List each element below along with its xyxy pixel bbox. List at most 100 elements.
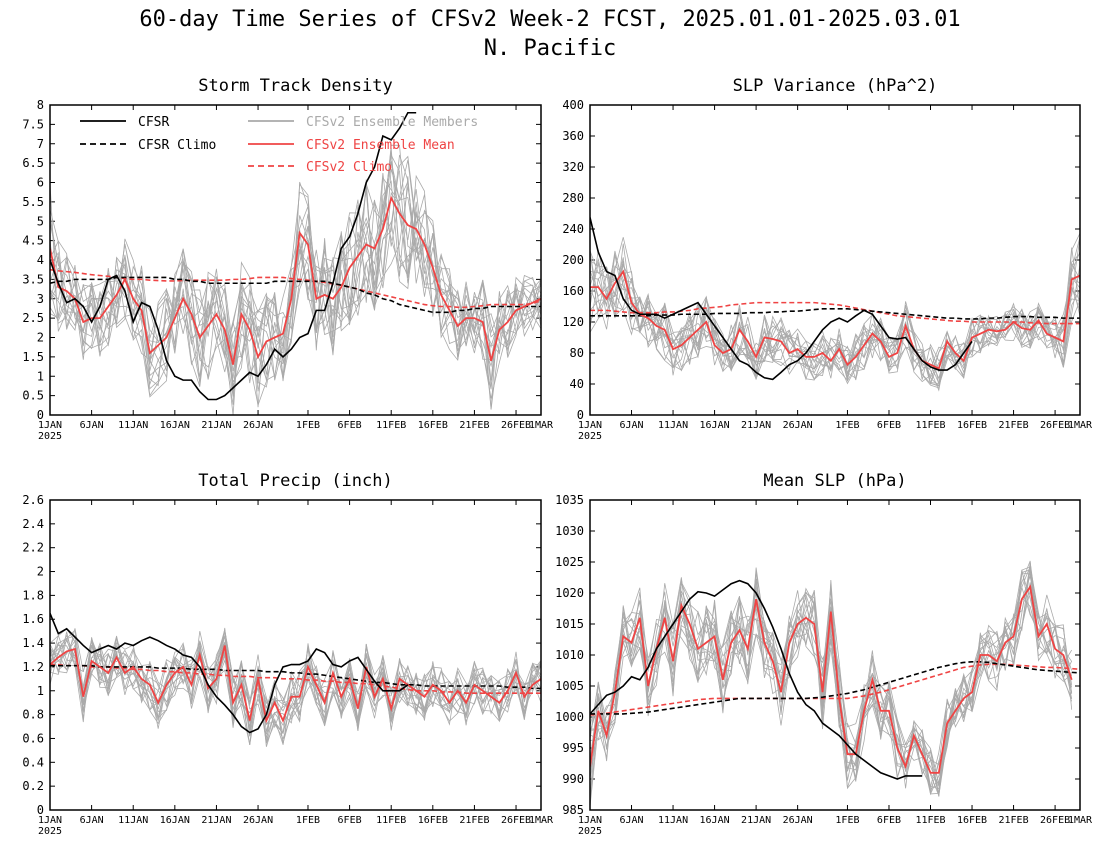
y-tick-label: 240 [562, 222, 584, 236]
x-tick-label: 1FEB [835, 420, 859, 431]
x-tick-label: 11FEB [915, 420, 945, 431]
plot-frame [589, 104, 1081, 416]
ensemble-member-line [590, 569, 1073, 784]
x-tick-label: 1JAN [38, 815, 62, 826]
plot-area [50, 111, 541, 415]
x-tick-label: 16JAN [160, 420, 190, 431]
y-tick-label: 995 [562, 741, 584, 755]
figure-subtitle: N. Pacific [484, 36, 616, 61]
y-tick-label: 320 [562, 160, 584, 174]
ensemble-member-line [590, 589, 1073, 790]
y-tick-label: 0.2 [22, 779, 44, 793]
x-tick-label: 1FEB [835, 815, 859, 826]
panel-title: Total Precip (inch) [198, 471, 392, 491]
panel-2: SLP Variance (hPa^2) 0 40 80 120 160 200 240 280… [562, 76, 1093, 442]
ensemble-member-line [590, 257, 1080, 386]
y-tick-label: 7 [37, 137, 44, 151]
plot-area [50, 612, 541, 747]
x-tick-label: 11FEB [376, 420, 406, 431]
x-tick-label: 26FEB [1040, 420, 1070, 431]
ensemble-mean-line [590, 269, 1080, 370]
x-tick-label: 16FEB [957, 420, 987, 431]
panel-title: SLP Variance (hPa^2) [733, 76, 938, 96]
y-tick-label: 8 [37, 98, 44, 112]
y-tick-label: 0 [577, 408, 584, 422]
y-tick-label: 2.2 [22, 541, 44, 555]
y-tick-label: 1.6 [22, 612, 44, 626]
x-tick-label: 26JAN [783, 420, 813, 431]
x-tick-label: 16JAN [700, 420, 730, 431]
y-tick-label: 990 [562, 772, 584, 786]
ensemble-mean-line [590, 584, 1073, 774]
x-tick-label: 6FEB [338, 420, 362, 431]
y-tick-label: 1.5 [22, 350, 44, 364]
x-tick-label: 21FEB [999, 815, 1029, 826]
panel-3: Total Precip (inch) 0 0.2 0.4 0.6 0.8 1 1.2 1.4 1… [22, 471, 554, 837]
ensemble-member-line [590, 566, 1073, 800]
x-tick-label: 6JAN [80, 815, 104, 826]
x-tick-label: 16JAN [700, 815, 730, 826]
x-tick-label: 11JAN [118, 420, 148, 431]
cfsv2-climo-line [590, 301, 1080, 325]
ensemble-member-line [50, 152, 541, 394]
x-tick-label: 16FEB [418, 420, 448, 431]
y-tick-label: 0 [37, 408, 44, 422]
x-tick-label: 26JAN [243, 815, 273, 826]
y-tick-label: 6.5 [22, 156, 44, 170]
x-tick-label: 6JAN [619, 815, 643, 826]
x-tick-label: 11FEB [915, 815, 945, 826]
panel-title: Storm Track Density [198, 76, 392, 96]
x-tick-label: 11FEB [376, 815, 406, 826]
panel-4: Mean SLP (hPa) 985 990 995 1000 1005 1010 1015 1… [555, 471, 1093, 837]
x-tick-label: 16FEB [418, 815, 448, 826]
x-tick-label: 6FEB [877, 420, 901, 431]
y-tick-label: 400 [562, 98, 584, 112]
y-tick-label: 1.2 [22, 660, 44, 674]
plot-area [590, 560, 1080, 807]
x-tick-label: 6JAN [619, 420, 643, 431]
ensemble-member-line [50, 201, 541, 409]
x-year-label: 2025 [578, 431, 602, 442]
x-tick-label: 21JAN [741, 815, 771, 826]
y-tick-label: 6 [37, 176, 44, 190]
y-tick-label: 1 [37, 684, 44, 698]
x-tick-label: 21JAN [741, 420, 771, 431]
ensemble-member-line [50, 631, 541, 743]
ensemble-member-line [50, 153, 541, 381]
x-tick-label: 11JAN [118, 815, 148, 826]
y-tick-label: 2.5 [22, 311, 44, 325]
x-tick-label: 1JAN [578, 815, 602, 826]
y-tick-label: 1015 [555, 617, 584, 631]
x-tick-label: 21FEB [999, 420, 1029, 431]
y-tick-label: 4 [37, 253, 44, 267]
x-tick-label: 26FEB [1040, 815, 1070, 826]
x-tick-label: 1MAR [529, 815, 554, 826]
cfsr-line [50, 111, 417, 401]
y-tick-label: 1005 [555, 679, 584, 693]
x-tick-label: 6FEB [877, 815, 901, 826]
y-tick-label: 0.6 [22, 731, 44, 745]
ensemble-member-line [590, 567, 1073, 795]
cfsr-climo-line [50, 276, 541, 314]
panel-1: Storm Track Density 0 0.5 1 1.5 2 2.5 3 3.5 4 4.5 5… [22, 76, 554, 442]
ensemble-member-line [50, 634, 541, 735]
x-tick-label: 1FEB [296, 420, 320, 431]
x-tick-label: 21FEB [459, 815, 489, 826]
cfsv2-climo-line [590, 663, 1080, 716]
y-tick-label: 360 [562, 129, 584, 143]
y-tick-label: 0.5 [22, 389, 44, 403]
x-tick-label: 26FEB [501, 815, 531, 826]
x-tick-label: 26JAN [243, 420, 273, 431]
y-tick-label: 1.8 [22, 588, 44, 602]
ensemble-mean-line [50, 195, 541, 365]
x-tick-label: 1MAR [1068, 420, 1093, 431]
y-tick-label: 7.5 [22, 117, 44, 131]
x-tick-label: 26JAN [783, 815, 813, 826]
y-tick-label: 160 [562, 284, 584, 298]
y-tick-label: 1030 [555, 524, 584, 538]
x-tick-label: 1JAN [38, 420, 62, 431]
x-tick-label: 1MAR [1068, 815, 1093, 826]
x-tick-label: 21JAN [201, 420, 231, 431]
x-tick-label: 1FEB [296, 815, 320, 826]
y-tick-label: 120 [562, 315, 584, 329]
